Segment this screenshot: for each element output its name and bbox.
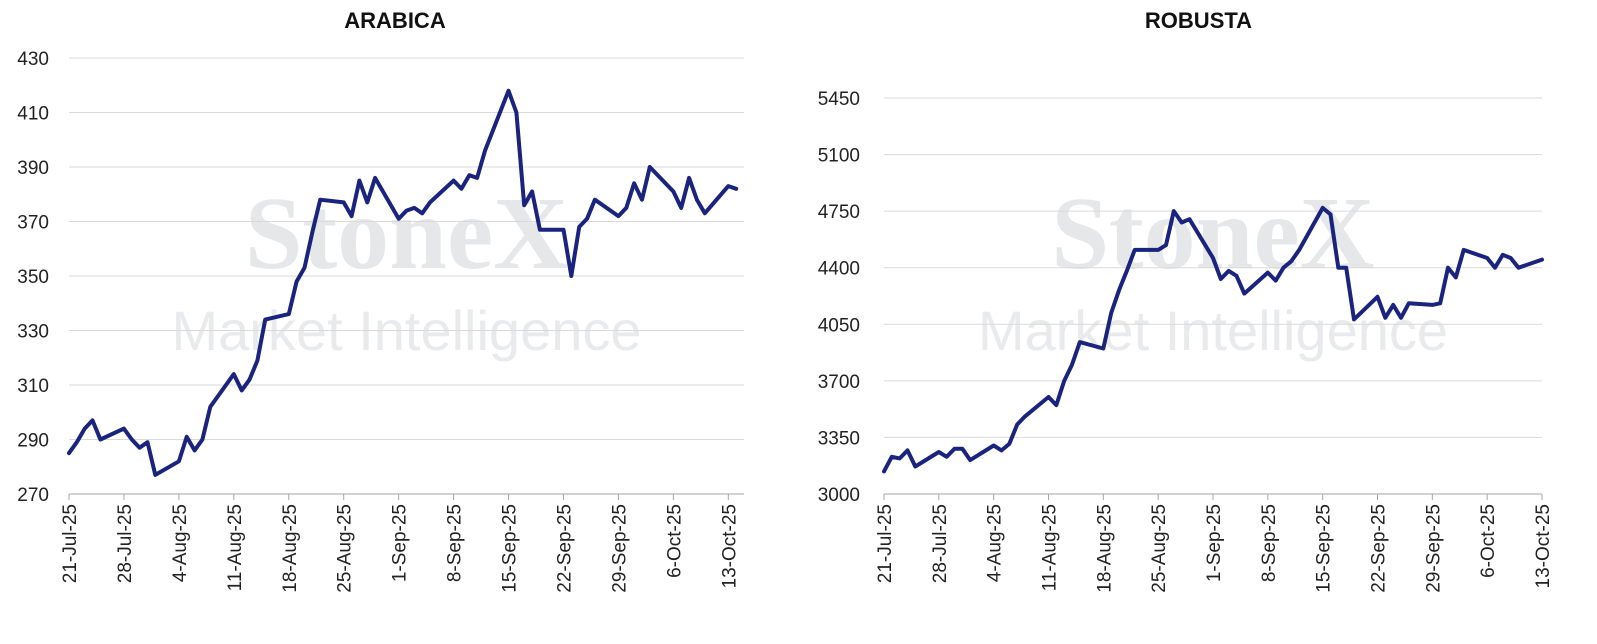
y-tick-label: 370	[17, 213, 49, 234]
x-tick-label: 29-Sep-25	[1423, 504, 1444, 593]
robusta-chart-panel: ROBUSTA StoneX Market Intelligence 3000 335…	[800, 0, 1597, 644]
y-tick-label: 270	[17, 485, 49, 506]
y-tick-label: 4050	[818, 315, 860, 336]
x-tick-label: 13-Oct-25	[1533, 504, 1554, 588]
series-line	[67, 88, 739, 477]
x-tick-label: 28-Jul-25	[115, 504, 136, 583]
x-tick-label: 13-Oct-25	[719, 504, 740, 588]
x-tick-label: 21-Jul-25	[875, 504, 896, 583]
x-tick-label: 1-Sep-25	[390, 504, 411, 582]
x-tick-label: 22-Sep-25	[1369, 504, 1390, 593]
x-tick-label: 18-Aug-25	[280, 504, 301, 593]
y-tick-label: 390	[17, 158, 49, 179]
x-tick-label: 4-Aug-25	[985, 504, 1006, 582]
watermark-brand: StoneX	[245, 176, 569, 291]
y-tick-label: 410	[17, 104, 49, 125]
x-tick-label: 15-Sep-25	[500, 504, 521, 593]
y-tick-label: 430	[17, 49, 49, 70]
robusta-chart-svg: StoneX Market Intelligence 3000 3350 3700 405…	[818, 89, 1554, 593]
y-tick-label: 3000	[818, 485, 860, 506]
x-tick-label: 1-Sep-25	[1204, 504, 1225, 582]
x-tick-label: 28-Jul-25	[930, 504, 951, 583]
x-tick-label: 8-Sep-25	[445, 504, 466, 582]
x-tick-label: 11-Aug-25	[225, 504, 246, 591]
x-tick-label: 22-Sep-25	[554, 504, 575, 593]
y-tick-label: 5450	[818, 89, 860, 110]
x-tick-label: 11-Aug-25	[1040, 504, 1061, 591]
x-tick-label: 8-Sep-25	[1259, 504, 1280, 582]
series-line	[882, 205, 1544, 474]
x-tick-label: 25-Aug-25	[335, 504, 356, 593]
x-tick-label: 6-Oct-25	[664, 504, 685, 578]
y-tick-label: 330	[17, 322, 49, 343]
x-tick-label: 18-Aug-25	[1094, 504, 1115, 593]
x-tick-label: 21-Jul-25	[60, 504, 81, 583]
arabica-chart-panel: ARABICA StoneX Market Intelligence 270 290 3…	[0, 0, 790, 644]
watermark-tagline: Market Intelligence	[978, 299, 1448, 362]
y-tick-label: 4750	[818, 202, 860, 223]
x-tick-label: 15-Sep-25	[1314, 504, 1335, 593]
x-tick-label: 29-Sep-25	[609, 504, 630, 593]
y-tick-label: 3700	[818, 372, 860, 393]
x-tick-label: 25-Aug-25	[1149, 504, 1170, 593]
y-tick-label: 5100	[818, 146, 860, 167]
x-tick-label: 6-Oct-25	[1478, 504, 1499, 578]
chart-title: ROBUSTA	[1144, 8, 1253, 33]
y-tick-label: 290	[17, 431, 49, 452]
y-tick-label: 310	[17, 376, 49, 397]
y-tick-label: 4400	[818, 259, 860, 280]
y-tick-label: 3350	[818, 428, 860, 449]
y-tick-label: 350	[17, 267, 49, 288]
chart-title: ARABICA	[344, 8, 446, 33]
watermark-brand: StoneX	[1051, 176, 1375, 291]
x-tick-label: 4-Aug-25	[170, 504, 191, 582]
